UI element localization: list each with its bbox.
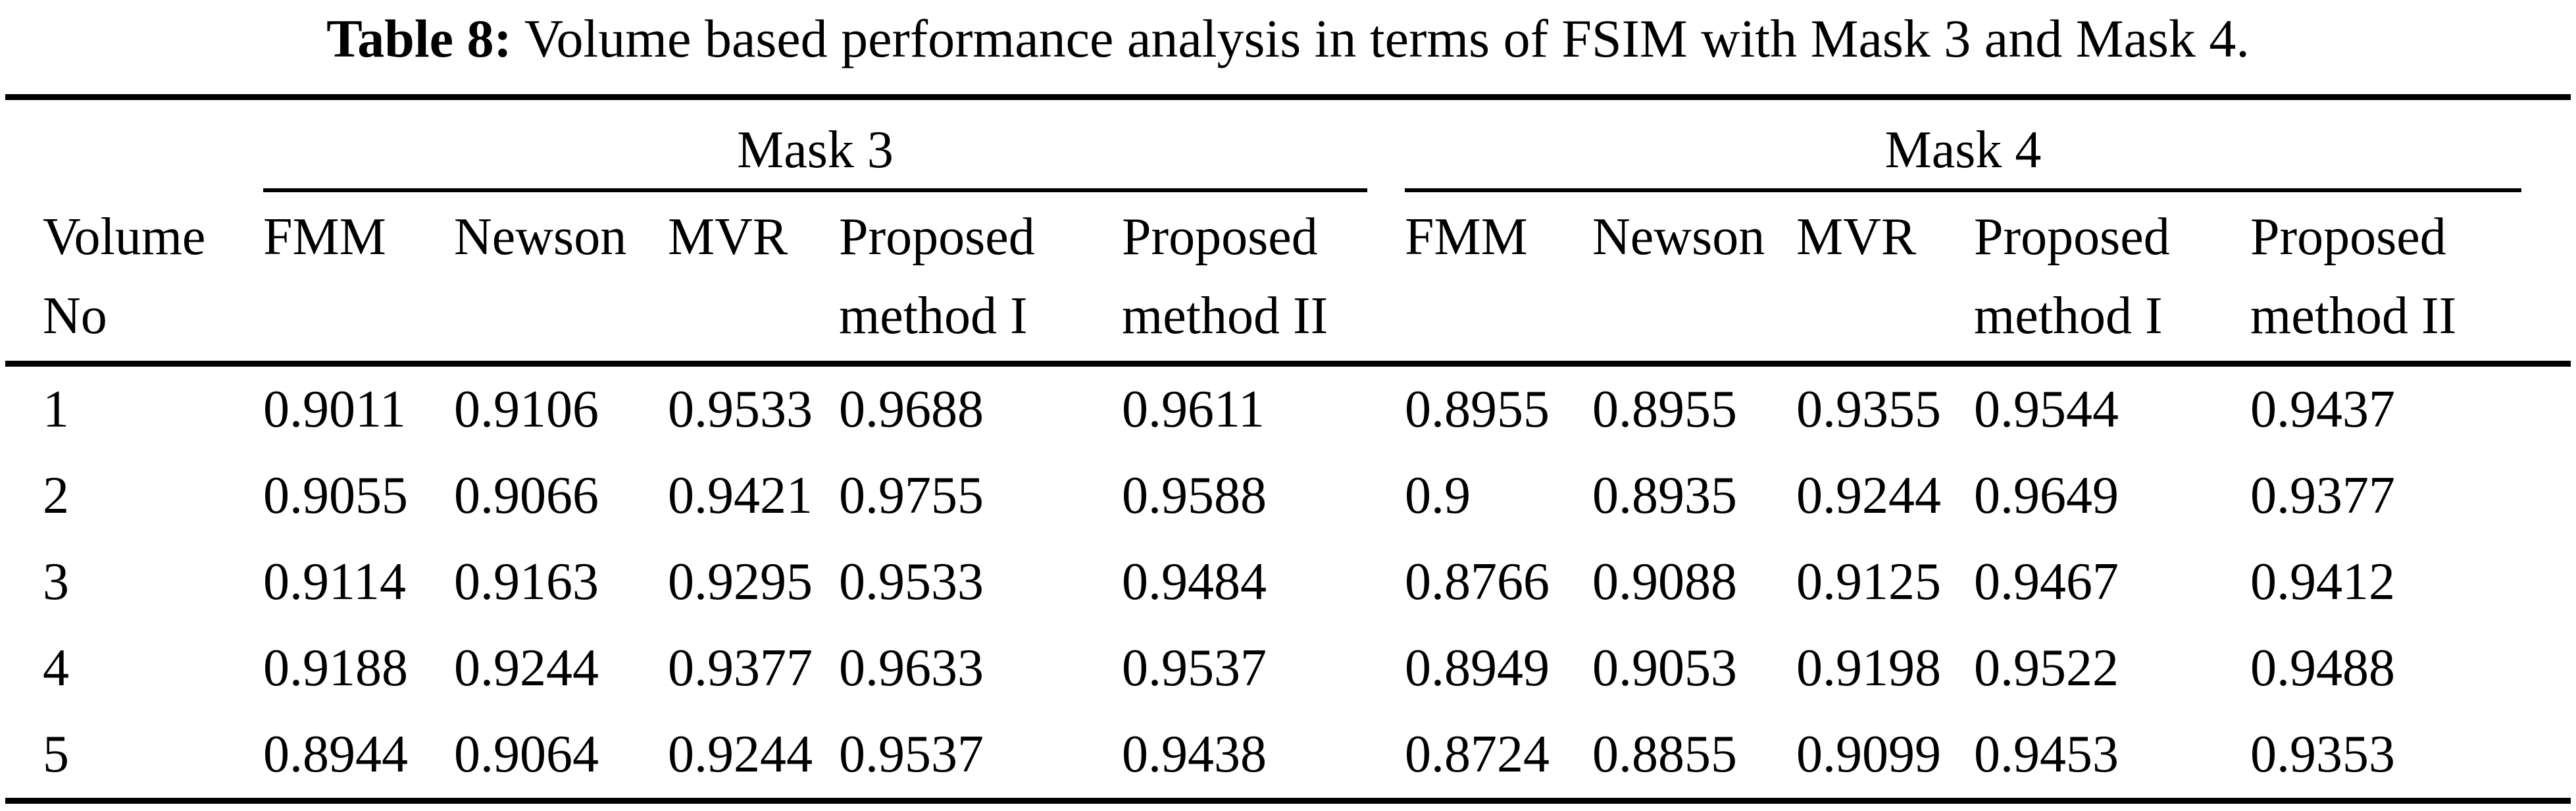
cell-mask4-newson: 0.8955 <box>1592 380 1738 438</box>
cell-mask3-fmm: 0.9188 <box>263 639 408 697</box>
cell-mask3-newson: 0.9066 <box>454 466 599 525</box>
cell-mask4-newson: 0.8855 <box>1592 725 1738 783</box>
cell-mask3-mvr: 0.9533 <box>668 380 813 438</box>
column-header-line1: MVR <box>1796 207 1917 266</box>
column-header-line1: Newson <box>454 207 627 266</box>
cell-mask4-fmm: 0.8949 <box>1405 639 1550 697</box>
row-volume-no: 5 <box>43 725 69 783</box>
group-header-mask4-label: Mask 4 <box>1405 100 2522 192</box>
group-header-stub-spacer <box>5 97 226 192</box>
cell-mask3-fmm: 0.9114 <box>263 552 407 611</box>
group-header-mask3-label: Mask 3 <box>263 100 1368 192</box>
column-header-mask4-newson: Newson <box>1555 192 1765 367</box>
table-caption: Table 8: Volume based performance analys… <box>13 4 2563 74</box>
cell-mask4-proposed-1: 0.9522 <box>1974 639 2119 697</box>
cell-mask4-fmm: 0.8766 <box>1405 552 1550 611</box>
group-header-row: Mask 3 Mask 4 <box>5 97 2571 192</box>
row-volume-no: 2 <box>43 466 69 525</box>
cell-mask4-fmm: 0.8724 <box>1405 725 1550 783</box>
column-header-mask3-proposed-1: Proposed method I <box>801 192 1084 367</box>
caption-label: Table 8: <box>326 9 512 68</box>
cell-mask4-proposed-2: 0.9353 <box>2250 725 2396 783</box>
column-header-volume-no: Volume No <box>5 192 226 367</box>
cell-mask4-proposed-2: 0.9412 <box>2250 552 2396 611</box>
cell-mask4-proposed-2: 0.9377 <box>2250 466 2396 525</box>
column-header-line1: Proposed <box>2250 207 2446 266</box>
cell-mask3-proposed-2: 0.9484 <box>1122 552 1267 611</box>
cell-mask3-newson: 0.9244 <box>454 639 599 697</box>
column-header-line2: method II <box>2250 286 2457 345</box>
cell-mask4-mvr: 0.9355 <box>1796 380 1942 438</box>
cell-mask4-fmm: 0.9 <box>1405 466 1471 525</box>
column-header-mask4-proposed-2: Proposed method II <box>2213 192 2571 367</box>
cell-mask3-proposed-1: 0.9633 <box>839 639 984 697</box>
column-header-mask3-fmm: FMM <box>226 192 417 367</box>
cell-mask3-proposed-2: 0.9611 <box>1122 380 1265 438</box>
cell-mask4-proposed-1: 0.9544 <box>1974 380 2119 438</box>
column-header-line1: Proposed <box>1974 207 2170 266</box>
row-volume-no: 3 <box>43 552 69 611</box>
cell-mask3-newson: 0.9106 <box>454 380 599 438</box>
column-header-row: Volume No FMM Newson MVR Proposed method… <box>5 192 2571 367</box>
row-volume-no: 4 <box>43 639 69 697</box>
cell-mask4-mvr: 0.9244 <box>1796 466 1942 525</box>
column-header-line2: method II <box>1122 286 1328 345</box>
column-header-line1: FMM <box>263 207 386 266</box>
column-header-line1: Proposed <box>1122 207 1318 266</box>
row-volume-no: 1 <box>43 380 69 438</box>
column-header-line2: method I <box>1974 286 2163 345</box>
group-header-mask4: Mask 4 <box>1367 97 2571 192</box>
column-header-mask4-fmm: FMM <box>1367 192 1555 367</box>
cell-mask3-mvr: 0.9377 <box>668 639 813 697</box>
results-table: Mask 3 Mask 4 Volume No FMM Newson MVR P… <box>5 93 2571 804</box>
table-row: 5 0.8944 0.9064 0.9244 0.9537 0.9438 0.8… <box>5 712 2571 801</box>
cell-mask4-newson: 0.9088 <box>1592 552 1738 611</box>
cell-mask3-fmm: 0.8944 <box>263 725 408 783</box>
cell-mask3-mvr: 0.9421 <box>668 466 813 525</box>
table-row: 4 0.9188 0.9244 0.9377 0.9633 0.9537 0.8… <box>5 625 2571 712</box>
cell-mask4-newson: 0.8935 <box>1592 466 1738 525</box>
table-row: 2 0.9055 0.9066 0.9421 0.9755 0.9588 0.9… <box>5 453 2571 539</box>
column-header-line1: Newson <box>1592 207 1765 266</box>
column-header-mask3-newson: Newson <box>417 192 630 367</box>
cell-mask4-fmm: 0.8955 <box>1405 380 1550 438</box>
group-header-mask3: Mask 3 <box>226 97 1368 192</box>
column-header-line1: FMM <box>1405 207 1528 266</box>
cell-mask3-mvr: 0.9295 <box>668 552 813 611</box>
cell-mask3-fmm: 0.9055 <box>263 466 408 525</box>
cell-mask4-mvr: 0.9198 <box>1796 639 1942 697</box>
column-header-line2: No <box>43 286 107 345</box>
column-header-mask4-proposed-1: Proposed method I <box>1936 192 2213 367</box>
cell-mask4-proposed-1: 0.9453 <box>1974 725 2119 783</box>
cell-mask4-proposed-2: 0.9437 <box>2250 380 2396 438</box>
column-header-mask4-mvr: MVR <box>1759 192 1937 367</box>
column-header-line2: method I <box>839 286 1028 345</box>
cell-mask4-proposed-1: 0.9467 <box>1974 552 2119 611</box>
table-row: 3 0.9114 0.9163 0.9295 0.9533 0.9484 0.8… <box>5 539 2571 625</box>
column-header-line1: Volume <box>43 207 206 266</box>
cell-mask3-proposed-1: 0.9755 <box>839 466 984 525</box>
column-header-mask3-mvr: MVR <box>630 192 801 367</box>
cell-mask3-newson: 0.9163 <box>454 552 599 611</box>
cell-mask4-mvr: 0.9099 <box>1796 725 1942 783</box>
cell-mask3-proposed-1: 0.9688 <box>839 380 984 438</box>
cell-mask4-proposed-2: 0.9488 <box>2250 639 2396 697</box>
cell-mask3-mvr: 0.9244 <box>668 725 813 783</box>
cell-mask3-proposed-1: 0.9533 <box>839 552 984 611</box>
caption-text: Volume based performance analysis in ter… <box>511 9 2250 68</box>
cell-mask4-newson: 0.9053 <box>1592 639 1738 697</box>
cell-mask3-proposed-2: 0.9438 <box>1122 725 1267 783</box>
column-header-line1: MVR <box>668 207 788 266</box>
cell-mask3-proposed-2: 0.9537 <box>1122 639 1267 697</box>
column-header-mask3-proposed-2: Proposed method II <box>1084 192 1368 367</box>
cell-mask3-proposed-1: 0.9537 <box>839 725 984 783</box>
table-row: 1 0.9011 0.9106 0.9533 0.9688 0.9611 0.8… <box>5 363 2571 453</box>
cell-mask4-mvr: 0.9125 <box>1796 552 1942 611</box>
column-header-line1: Proposed <box>839 207 1035 266</box>
cell-mask4-proposed-1: 0.9649 <box>1974 466 2119 525</box>
cell-mask3-newson: 0.9064 <box>454 725 599 783</box>
cell-mask3-fmm: 0.9011 <box>263 380 407 438</box>
cell-mask3-proposed-2: 0.9588 <box>1122 466 1267 525</box>
